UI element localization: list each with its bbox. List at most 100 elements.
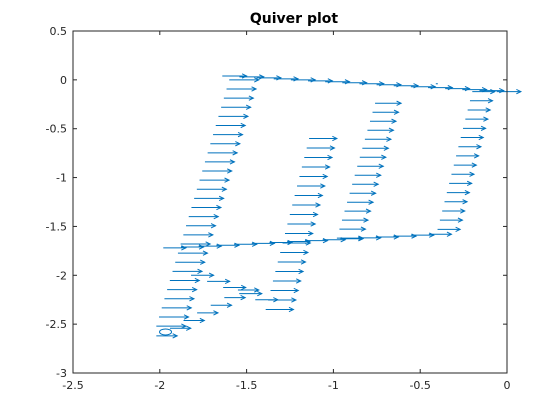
quiver-arrowhead <box>248 95 255 101</box>
quiver-arrowhead <box>254 77 260 83</box>
x-tick-label: -1 <box>328 379 339 392</box>
quiver-arrowhead <box>327 154 334 161</box>
quiver-arrowhead <box>322 173 329 180</box>
quiver-arrowhead <box>480 125 487 131</box>
quiver-arrowhead <box>376 172 382 178</box>
quiver-arrowhead <box>411 233 418 239</box>
x-tick-label: -2 <box>154 379 165 392</box>
quiver-arrowhead <box>476 144 483 150</box>
quiver-arrowhead <box>198 244 205 250</box>
quiver-arrowhead <box>295 278 302 284</box>
x-tick-label: -0.5 <box>409 379 430 392</box>
chart-title: Quiver plot <box>250 11 339 27</box>
quiver-arrowhead <box>464 189 471 196</box>
quiver-arrowhead <box>202 250 209 256</box>
quiver-arrowhead <box>383 145 390 151</box>
y-tick-label: -1.5 <box>46 220 67 233</box>
quiver-arrowhead <box>241 284 247 291</box>
quiver-arrowhead <box>224 278 231 285</box>
quiver-arrowhead <box>186 325 192 331</box>
quiver-arrowhead <box>332 135 339 142</box>
quiver-arrowhead <box>466 180 473 187</box>
quiver-arrowhead <box>375 235 382 241</box>
quiver-arrowhead <box>298 268 305 275</box>
quiver-arrowhead <box>291 297 298 303</box>
quiver-arrowhead <box>227 168 233 174</box>
quiver-arrowhead <box>221 186 228 192</box>
quiver-loop <box>159 328 173 336</box>
quiver-arrowhead <box>393 109 400 115</box>
quiver-arrows <box>156 73 523 339</box>
quiver-arrowhead <box>485 107 492 113</box>
quiver-arrowhead <box>205 241 212 247</box>
axes <box>72 30 508 374</box>
quiver-arrowhead <box>191 286 198 293</box>
quiver-arrowhead <box>208 232 214 238</box>
axes-box <box>72 30 508 374</box>
quiver-arrowhead <box>365 208 372 214</box>
quiver-arrowhead <box>216 204 223 211</box>
quiver-arrowhead <box>312 211 319 218</box>
quiver-arrowhead <box>254 287 260 293</box>
quiver-arrowhead <box>322 238 329 244</box>
x-tick-label: 0 <box>504 379 511 392</box>
y-tick-label: 0 <box>60 74 67 87</box>
quiver-arrowhead <box>269 240 276 246</box>
quiver-arrowhead <box>308 230 314 237</box>
quiver-arrowhead <box>329 145 336 151</box>
quiver-arrowhead <box>293 287 300 294</box>
quiver-arrowhead <box>251 241 258 247</box>
quiver-arrowhead <box>455 226 462 232</box>
y-tick-label: 0.5 <box>50 25 68 38</box>
quiver-arrowhead <box>303 249 310 256</box>
quiver-arrowhead <box>213 310 220 316</box>
quiver-arrowhead <box>229 159 236 165</box>
x-tick-label: -2.5 <box>62 379 83 392</box>
quiver-arrowhead <box>172 333 179 339</box>
quiver-arrowhead <box>378 163 385 169</box>
quiver-arrowhead <box>232 150 239 156</box>
quiver-arrowhead <box>462 199 469 205</box>
quiver-arrowhead <box>224 177 231 183</box>
quiver-arrowhead <box>490 88 496 95</box>
quiver-arrowhead <box>360 226 367 232</box>
quiver-arrowhead <box>315 202 322 208</box>
quiver-arrowhead <box>186 305 193 311</box>
quiver-arrowhead <box>213 214 220 220</box>
quiver-arrowhead <box>368 199 375 205</box>
quiver-arrowhead <box>446 231 453 237</box>
y-tick-label: -0.5 <box>46 123 67 136</box>
quiver-arrowhead <box>429 232 435 238</box>
quiver-arrowhead <box>251 86 258 92</box>
quiver-arrowhead <box>243 113 250 119</box>
quiver-arrowhead <box>273 297 279 303</box>
quiver-arrowhead <box>288 306 295 313</box>
quiver-arrowhead <box>235 141 241 147</box>
quiver-arrowhead <box>305 238 311 245</box>
quiver-arrowhead <box>218 195 225 202</box>
quiver-arrowhead <box>320 183 326 189</box>
quiver-arrowhead <box>393 234 400 240</box>
quiver-arrowhead <box>257 290 263 297</box>
quiver-arrowhead <box>478 134 485 141</box>
quiver-arrowhead <box>226 302 233 308</box>
quiver-arrowhead <box>210 223 217 229</box>
quiver-arrowhead <box>324 164 331 170</box>
quiver-arrowhead <box>199 317 206 324</box>
quiver-arrowhead <box>200 259 206 265</box>
quiver-arrowhead <box>460 208 466 214</box>
quiver-arrowhead <box>358 236 365 242</box>
quiver-arrowhead <box>216 243 223 249</box>
quiver-arrowhead <box>181 245 187 251</box>
quiver-arrowhead <box>234 242 241 248</box>
quiver-arrowhead <box>386 136 393 142</box>
quiver-arrowhead <box>381 154 387 160</box>
y-tick-label: -2 <box>56 269 67 282</box>
quiver-arrowhead <box>340 237 347 243</box>
quiver-arrowhead <box>471 162 478 168</box>
quiver-arrowhead <box>370 190 377 196</box>
quiver-arrowhead <box>388 127 395 133</box>
quiver-arrowhead <box>189 296 196 302</box>
quiver-arrowhead <box>396 100 403 106</box>
